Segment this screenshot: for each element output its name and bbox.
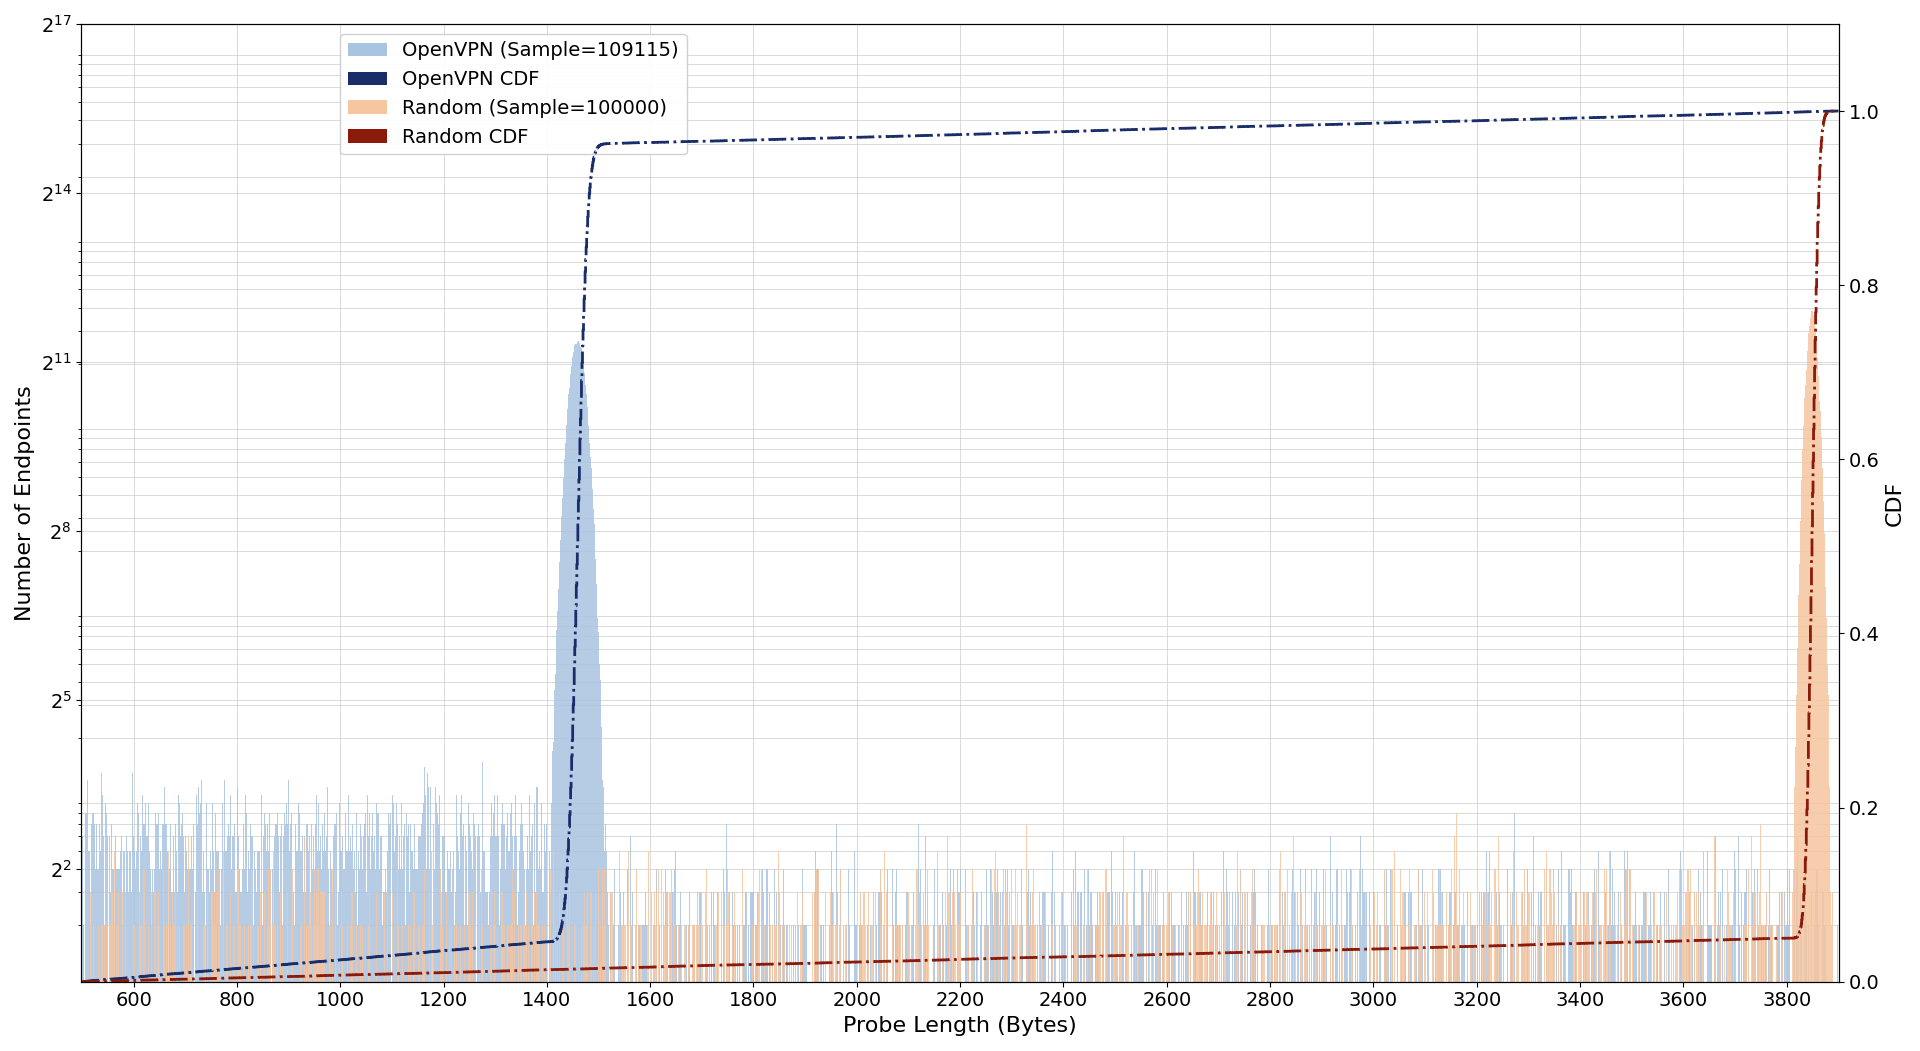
OpenVPN CDF [1290, 119, 1313, 131]
OpenVPN CDF [71, 975, 94, 988]
Random CDF [868, 955, 891, 968]
Random CDF [1290, 945, 1313, 957]
Y-axis label: Number of Endpoints: Number of Endpoints [15, 385, 35, 621]
OpenVPN CDF [1659, 109, 1682, 122]
Line: Random CDF: Random CDF [83, 111, 1837, 982]
OpenVPN CDF [1826, 105, 1849, 118]
Random CDF [1826, 105, 1849, 118]
OpenVPN CDF [833, 131, 856, 144]
Random CDF [1826, 105, 1849, 118]
OpenVPN CDF [1826, 105, 1849, 118]
Random CDF [71, 975, 94, 988]
X-axis label: Probe Length (Bytes): Probe Length (Bytes) [843, 1016, 1077, 1036]
Random CDF [806, 956, 829, 969]
OpenVPN CDF [854, 130, 877, 143]
Line: OpenVPN CDF: OpenVPN CDF [83, 111, 1837, 982]
Y-axis label: CDF: CDF [1885, 480, 1905, 526]
OpenVPN CDF [868, 130, 891, 143]
OpenVPN CDF [806, 132, 829, 145]
Random CDF [1659, 935, 1682, 948]
Legend: OpenVPN (Sample=109115), OpenVPN CDF, Random (Sample=100000), Random CDF: OpenVPN (Sample=109115), OpenVPN CDF, Ra… [340, 34, 687, 154]
Random CDF [833, 956, 856, 969]
Random CDF [854, 955, 877, 968]
